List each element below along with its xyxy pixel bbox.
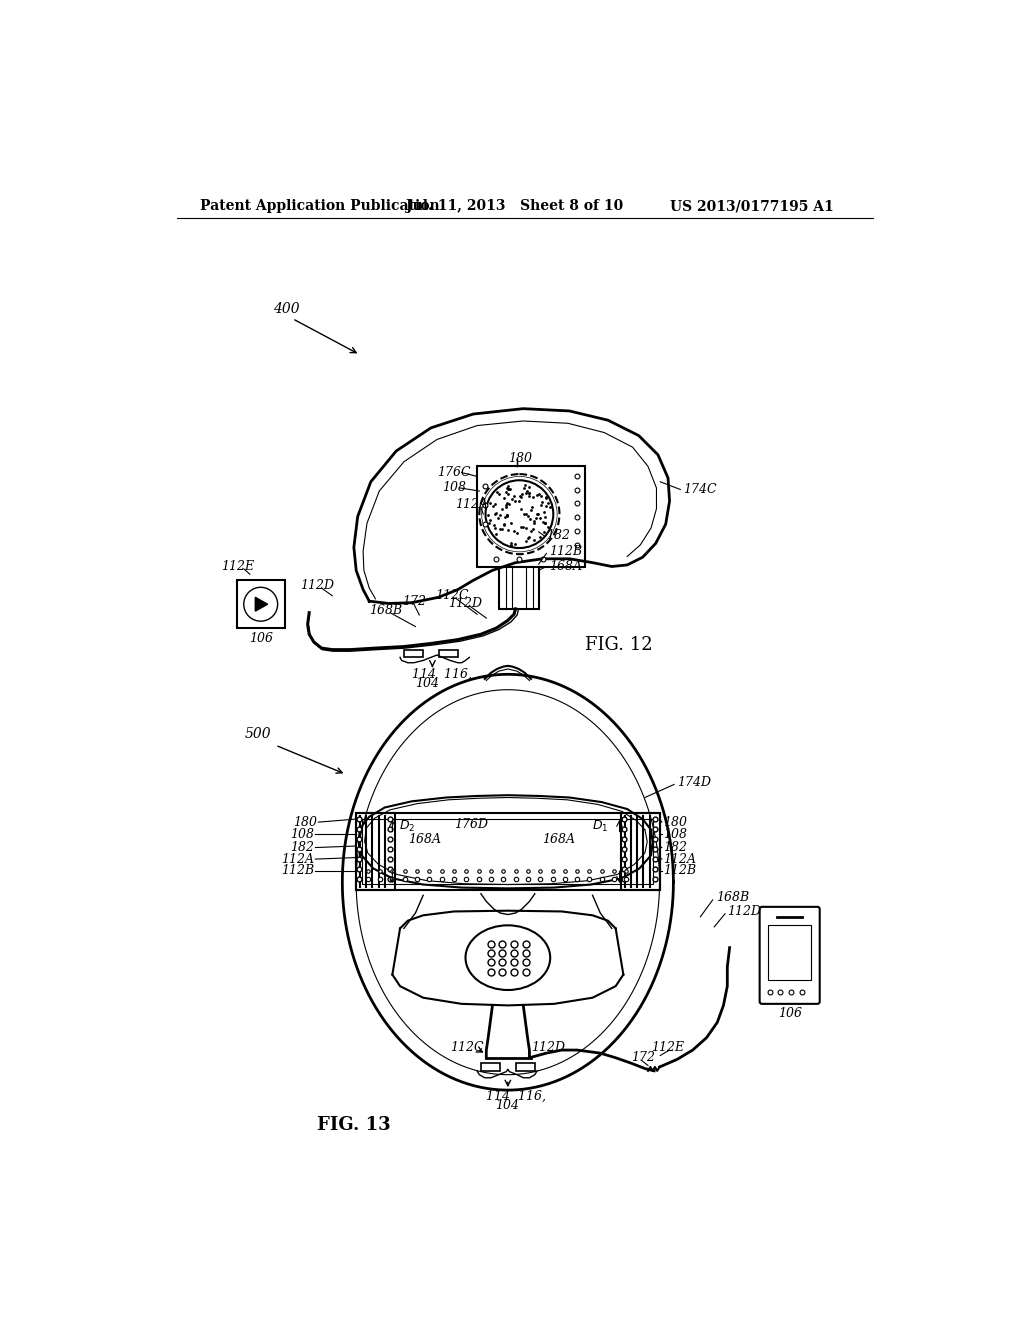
Text: 112E: 112E bbox=[221, 560, 255, 573]
Text: 104: 104 bbox=[495, 1100, 519, 1111]
Text: 182: 182 bbox=[547, 529, 570, 543]
Text: 180: 180 bbox=[508, 453, 531, 465]
Text: 112D: 112D bbox=[727, 906, 761, 917]
Text: 112D: 112D bbox=[531, 1041, 565, 1055]
Bar bbox=[403, 649, 423, 657]
Text: Patent Application Publication: Patent Application Publication bbox=[200, 199, 439, 213]
Text: US 2013/0177195 A1: US 2013/0177195 A1 bbox=[670, 199, 834, 213]
Bar bbox=[768, 924, 811, 979]
Text: 108: 108 bbox=[664, 828, 687, 841]
Text: 172: 172 bbox=[402, 594, 426, 607]
Text: 112B: 112B bbox=[549, 545, 582, 557]
Text: 112A: 112A bbox=[281, 853, 313, 866]
Text: 112C: 112C bbox=[435, 589, 468, 602]
Bar bbox=[477, 466, 585, 566]
Text: 112E: 112E bbox=[651, 1041, 684, 1055]
Text: 112A: 112A bbox=[456, 499, 488, 511]
Bar bbox=[481, 1063, 500, 1071]
Text: 180: 180 bbox=[293, 816, 316, 829]
Text: 182: 182 bbox=[664, 841, 687, 854]
Text: 112D: 112D bbox=[449, 597, 482, 610]
Text: 114  116,: 114 116, bbox=[486, 1090, 546, 1102]
Text: Jul. 11, 2013   Sheet 8 of 10: Jul. 11, 2013 Sheet 8 of 10 bbox=[407, 199, 624, 213]
Text: 500: 500 bbox=[245, 727, 271, 742]
Text: 180: 180 bbox=[664, 816, 687, 829]
Bar bbox=[356, 813, 659, 890]
Polygon shape bbox=[255, 597, 267, 611]
Text: 168A: 168A bbox=[408, 833, 440, 846]
Text: 176D: 176D bbox=[454, 818, 488, 832]
Text: 106: 106 bbox=[777, 1007, 802, 1019]
Text: 106: 106 bbox=[249, 632, 272, 645]
Bar bbox=[621, 813, 659, 890]
Text: 112B: 112B bbox=[281, 865, 313, 878]
Bar bbox=[499, 566, 539, 609]
Bar bbox=[438, 649, 458, 657]
Text: 174D: 174D bbox=[677, 776, 712, 788]
Text: 172: 172 bbox=[631, 1051, 655, 1064]
FancyBboxPatch shape bbox=[760, 907, 819, 1003]
Text: FIG. 12: FIG. 12 bbox=[585, 636, 652, 653]
Text: 176C: 176C bbox=[437, 466, 471, 479]
Text: 168A: 168A bbox=[543, 833, 575, 846]
Bar bbox=[362, 818, 653, 884]
Text: 112C: 112C bbox=[451, 1041, 483, 1055]
Bar bbox=[356, 813, 394, 890]
Text: 174C: 174C bbox=[683, 483, 717, 496]
Text: 104: 104 bbox=[415, 677, 439, 690]
Text: $D_1$: $D_1$ bbox=[592, 820, 608, 834]
Text: 112A: 112A bbox=[664, 853, 696, 866]
Text: 114  116,: 114 116, bbox=[412, 668, 472, 681]
Bar bbox=[515, 1063, 535, 1071]
Text: $D_2$: $D_2$ bbox=[398, 820, 415, 834]
Text: 182: 182 bbox=[290, 841, 313, 854]
Text: 168B: 168B bbox=[370, 603, 402, 616]
Ellipse shape bbox=[466, 925, 550, 990]
Text: 168B: 168B bbox=[716, 891, 749, 904]
Text: 112B: 112B bbox=[664, 865, 696, 878]
Text: FIG. 13: FIG. 13 bbox=[317, 1115, 391, 1134]
Bar bbox=[237, 581, 285, 628]
Text: 112D: 112D bbox=[300, 579, 334, 593]
Text: 168A: 168A bbox=[549, 560, 582, 573]
Text: 108: 108 bbox=[442, 482, 466, 495]
Text: 400: 400 bbox=[273, 301, 300, 315]
Text: 108: 108 bbox=[290, 828, 313, 841]
